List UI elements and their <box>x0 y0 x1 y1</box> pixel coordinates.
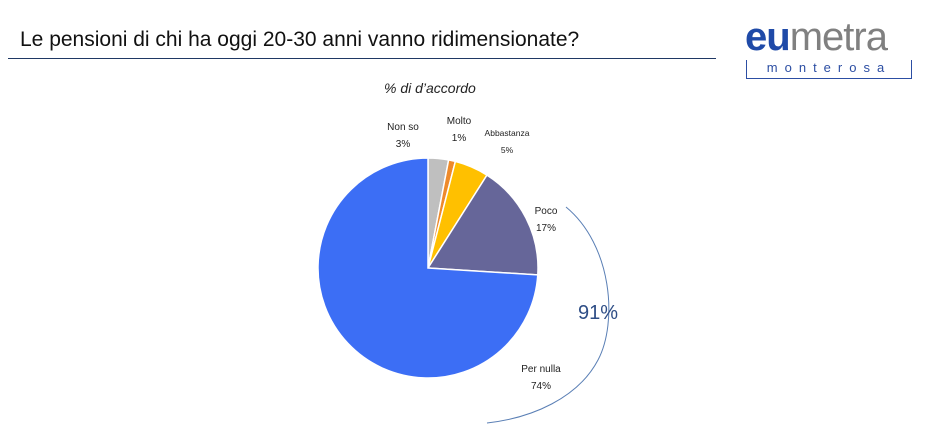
slice-label-abbastanza: Abbastanza <box>485 128 530 138</box>
slice-label-non-so: Non so <box>387 122 419 133</box>
slice-value-poco: 17% <box>536 223 556 234</box>
bracket-arc <box>486 206 610 424</box>
eumetra-logo: eumetra monterosa <box>743 14 915 84</box>
slice-value-molto: 1% <box>452 133 467 144</box>
slice-value-per-nulla: 74% <box>531 381 551 392</box>
slice-value-abbastanza: 5% <box>501 145 514 155</box>
logo-wordmark: eumetra <box>745 14 888 60</box>
slice-label-molto: Molto <box>447 116 472 127</box>
logo-prefix: eu <box>745 15 791 59</box>
slice-label-per-nulla: Per nulla <box>521 364 561 375</box>
pie-slice-poco <box>426 174 539 276</box>
bracket-total-label: 91% <box>578 302 618 324</box>
title-divider <box>8 58 716 59</box>
slice-value-non-so: 3% <box>396 139 411 150</box>
logo-suffix: metra <box>789 15 888 59</box>
logo-subline: monterosa <box>746 60 912 79</box>
slice-label-poco: Poco <box>535 206 558 217</box>
page-title: Le pensioni di chi ha oggi 20-30 anni va… <box>20 28 580 51</box>
pie-labels: Non so 3% Molto 1% Abbastanza 5% Poco 17% Per nu… <box>387 116 561 392</box>
chart-title: % di d’accordo <box>384 80 476 96</box>
pie-slices <box>317 157 539 379</box>
pie-slice-per-nulla <box>317 157 539 379</box>
